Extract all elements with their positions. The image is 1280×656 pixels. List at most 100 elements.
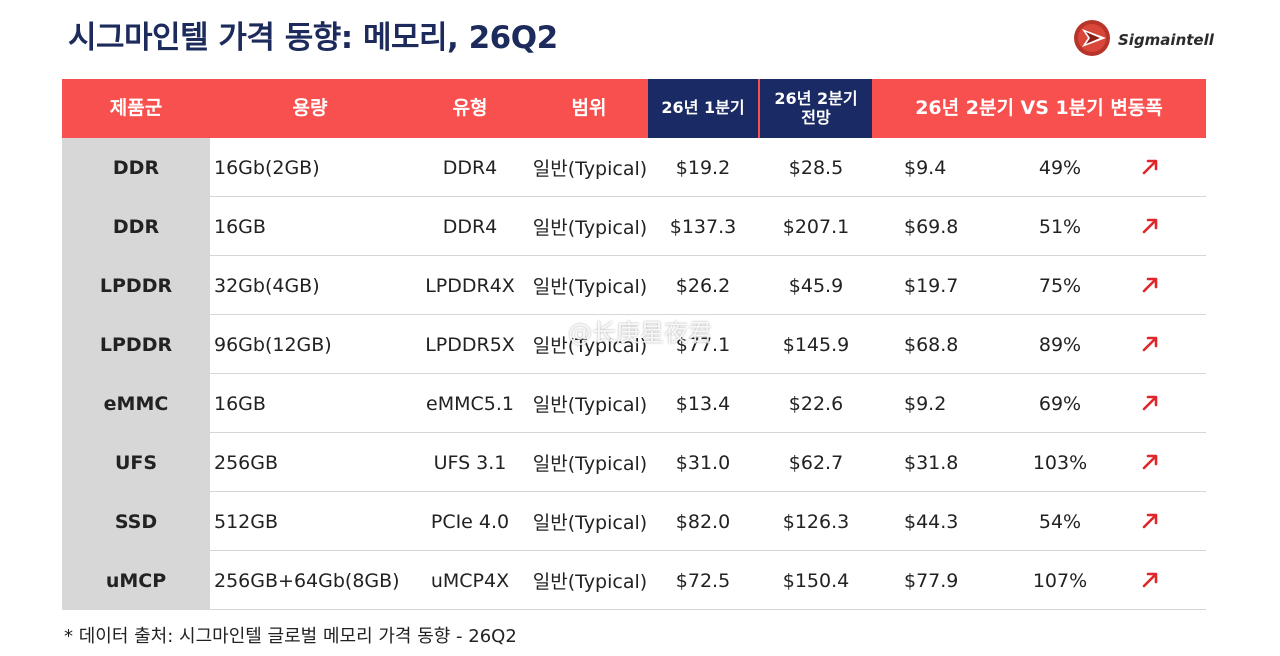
group-cell: eMMC <box>103 392 169 415</box>
type-cell: uMCP4X <box>430 569 510 592</box>
pct-cell: 107% <box>1032 569 1088 592</box>
up-arrow-icon <box>1142 218 1158 234</box>
q2-price-cell: $28.5 <box>788 156 844 179</box>
q2-price-cell: $45.9 <box>788 274 844 297</box>
capacity-cell: 32Gb(4GB) <box>214 274 320 297</box>
header-q2-line2: 전망 <box>801 107 831 127</box>
pct-cell: 54% <box>1038 510 1082 533</box>
header-change: 26년 2분기 VS 1분기 변동폭 <box>915 96 1163 119</box>
range-cell: 일반(Typical) <box>532 453 648 475</box>
type-cell: PCIe 4.0 <box>430 510 510 533</box>
capacity-cell: 96Gb(12GB) <box>214 333 332 356</box>
q2-price-cell: $62.7 <box>788 451 844 474</box>
q1-price-cell: $26.2 <box>675 274 731 297</box>
q1-price-cell: $77.1 <box>675 333 731 356</box>
watermark: @长庚星夜君 <box>568 319 712 347</box>
table-row: eMMC 16GB eMMC5.1 일반(Typical) $13.4 $22.6 $9.2… <box>62 374 1206 433</box>
row-separator <box>210 432 1206 433</box>
up-arrow-icon <box>1142 513 1158 529</box>
capacity-cell: 16GB <box>214 215 266 238</box>
sigmaintell-logo: Sigmaintell <box>1072 16 1214 60</box>
range-cell: 일반(Typical) <box>532 394 648 416</box>
type-cell: DDR4 <box>442 156 498 179</box>
row-separator <box>210 314 1206 315</box>
capacity-cell: 16Gb(2GB) <box>214 156 320 179</box>
group-cell: LPDDR <box>99 333 173 356</box>
diff-cell: $77.9 <box>904 569 959 592</box>
pct-cell: 103% <box>1032 451 1088 474</box>
range-cell: 일반(Typical) <box>532 276 648 298</box>
table-row: DDR 16Gb(2GB) DDR4 일반(Typical) $19.2 $28.5 $9.… <box>62 138 1206 197</box>
diff-cell: $31.8 <box>904 451 959 474</box>
q1-price-cell: $137.3 <box>669 215 737 238</box>
row-separator <box>210 491 1206 492</box>
group-cell: uMCP <box>105 569 167 592</box>
pct-cell: 69% <box>1038 392 1082 415</box>
q2-price-cell: $145.9 <box>782 333 850 356</box>
price-table: 제품군 용량 유형 범위 26년 1분기 26년 2분기 전망 26년 2분기 … <box>62 79 1206 610</box>
pct-cell: 49% <box>1038 156 1082 179</box>
up-arrow-icon <box>1142 336 1158 352</box>
range-cell: 일반(Typical) <box>532 571 648 593</box>
footnote: * 데이터 출처: 시그마인텔 글로벌 메모리 가격 동향 - 26Q2 <box>64 626 517 647</box>
sigmaintell-logo-icon <box>1074 20 1110 56</box>
type-cell: LPDDR4X <box>425 274 515 297</box>
header-q2: 26년 2분기 전망 <box>760 79 872 138</box>
header-capacity: 용량 <box>292 96 328 119</box>
header-group: 제품군 <box>109 96 163 119</box>
up-arrow-icon <box>1142 572 1158 588</box>
group-cell: SSD <box>114 510 158 533</box>
range-cell: 일반(Typical) <box>532 217 648 239</box>
table-row: LPDDR 96Gb(12GB) LPDDR5X 일반(Typical) $77.1 $1… <box>62 315 1206 374</box>
diff-cell: $19.7 <box>904 274 959 297</box>
table-row: uMCP 256GB+64Gb(8GB) uMCP4X 일반(Typical) $72.… <box>62 551 1206 610</box>
group-cell: DDR <box>112 156 160 179</box>
logo-text: Sigmaintell <box>1118 31 1214 49</box>
diff-cell: $69.8 <box>904 215 959 238</box>
q1-price-cell: $82.0 <box>675 510 731 533</box>
type-cell: DDR4 <box>442 215 498 238</box>
row-separator <box>210 550 1206 551</box>
range-cell: 일반(Typical) <box>532 335 648 357</box>
pct-cell: 89% <box>1038 333 1082 356</box>
up-arrow-icon <box>1142 159 1158 175</box>
range-cell: 일반(Typical) <box>532 512 648 534</box>
group-column-background <box>62 138 210 610</box>
header-range: 범위 <box>571 96 607 119</box>
pct-cell: 75% <box>1038 274 1082 297</box>
row-separator <box>210 196 1206 197</box>
diff-cell: $68.8 <box>904 333 959 356</box>
row-separator <box>210 609 1206 610</box>
group-cell: UFS <box>114 451 158 474</box>
q1-price-cell: $13.4 <box>675 392 731 415</box>
q1-price-cell: $19.2 <box>675 156 731 179</box>
range-cell: 일반(Typical) <box>532 158 648 180</box>
diff-cell: $9.2 <box>904 392 947 415</box>
header-type: 유형 <box>452 96 488 119</box>
table-row: SSD 512GB PCIe 4.0 일반(Typical) $82.0 $126.3 $4… <box>62 492 1206 551</box>
q2-price-cell: $126.3 <box>782 510 850 533</box>
header-q2-line1: 26년 2분기 <box>774 89 858 109</box>
up-arrow-icon <box>1142 395 1158 411</box>
diff-cell: $9.4 <box>904 156 947 179</box>
table-row: LPDDR 32Gb(4GB) LPDDR4X 일반(Typical) $26.2 $45… <box>62 256 1206 315</box>
diff-cell: $44.3 <box>904 510 959 533</box>
header-q1: 26년 1분기 <box>648 79 758 138</box>
capacity-cell: 256GB <box>214 451 279 474</box>
q2-price-cell: $207.1 <box>782 215 850 238</box>
up-arrow-icon <box>1142 454 1158 470</box>
type-cell: UFS 3.1 <box>433 451 507 474</box>
up-arrow-icon <box>1142 277 1158 293</box>
group-cell: LPDDR <box>99 274 173 297</box>
q2-price-cell: $22.6 <box>788 392 844 415</box>
q2-price-cell: $150.4 <box>782 569 850 592</box>
page-title: 시그마인텔 가격 동향: 메모리, 26Q2 <box>68 20 558 56</box>
pct-cell: 51% <box>1038 215 1082 238</box>
capacity-cell: 512GB <box>214 510 279 533</box>
table-header: 제품군 용량 유형 범위 26년 1분기 26년 2분기 전망 26년 2분기 … <box>62 79 1206 138</box>
q1-price-cell: $31.0 <box>675 451 731 474</box>
row-separator <box>210 255 1206 256</box>
capacity-cell: 16GB <box>214 392 266 415</box>
capacity-cell: 256GB+64Gb(8GB) <box>214 569 400 592</box>
type-cell: eMMC5.1 <box>426 392 514 415</box>
